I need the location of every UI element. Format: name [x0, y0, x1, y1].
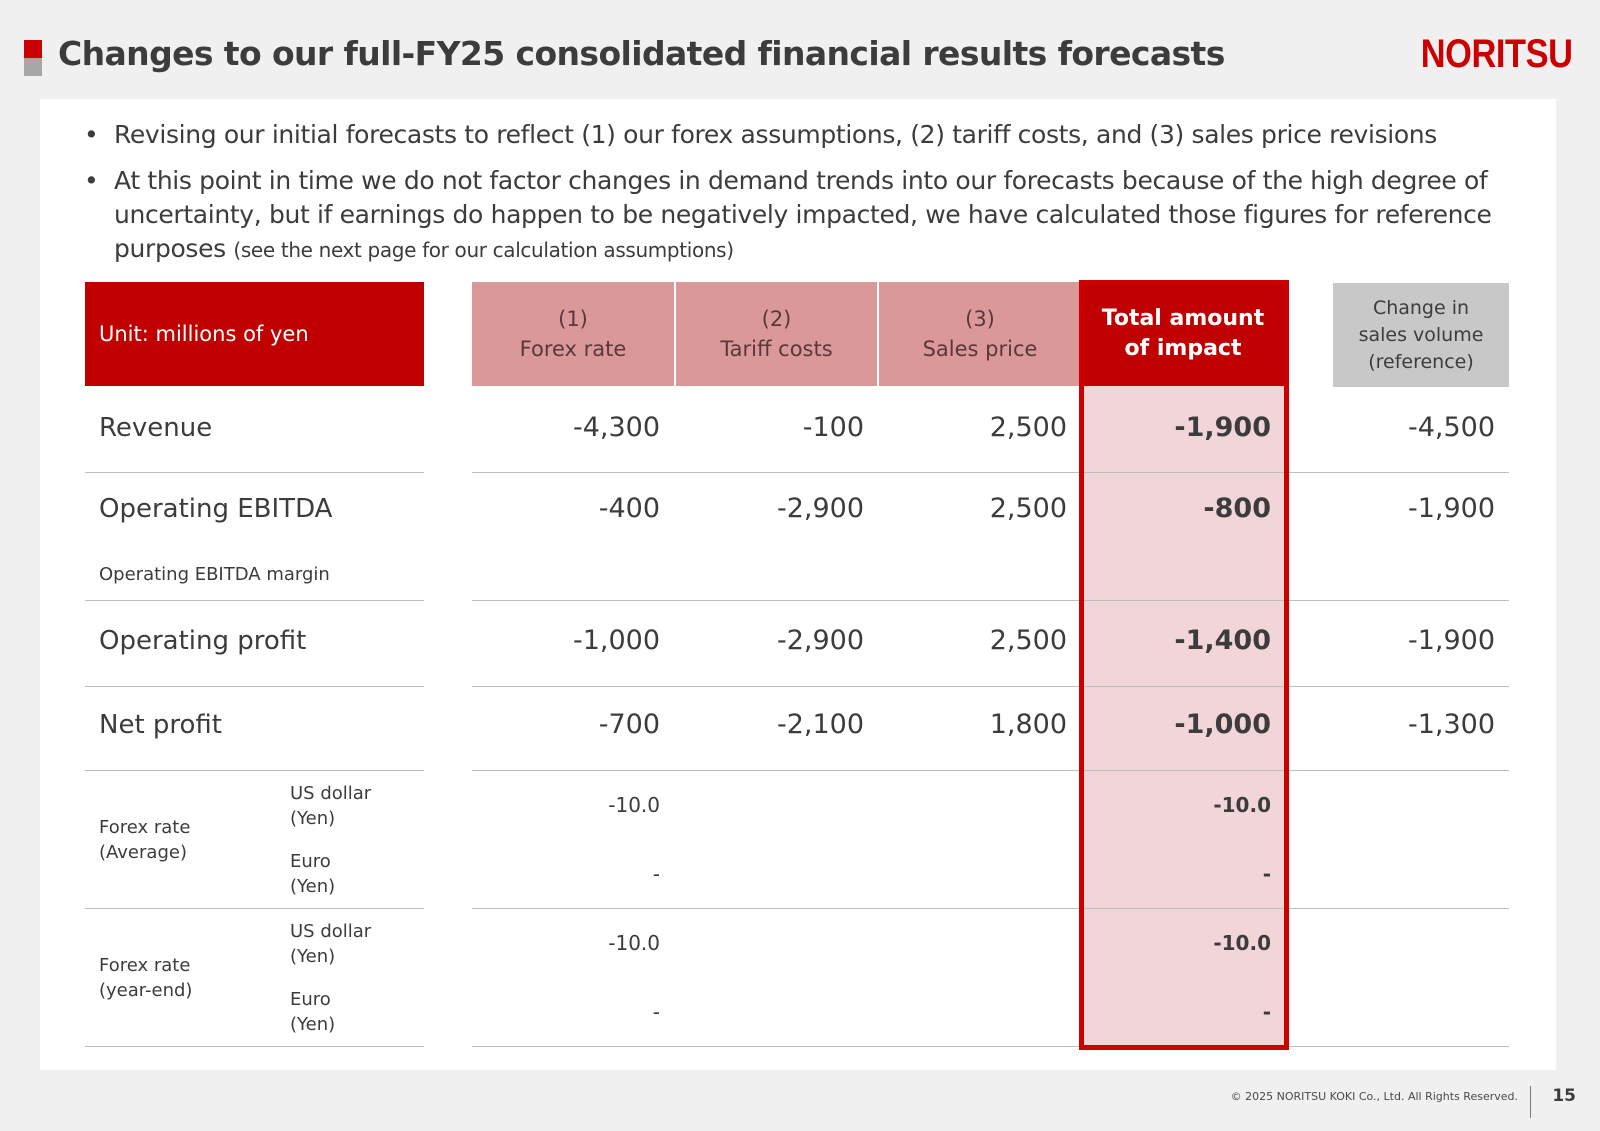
bullet-item: • Revising our initial forecasts to refl… [82, 118, 1502, 152]
currency-label-usd: US dollar (Yen) [290, 921, 372, 967]
value-total: -10.0 [1213, 931, 1271, 955]
value-forex: -400 [598, 493, 660, 524]
footer-divider [1530, 1086, 1531, 1118]
row-divider [85, 472, 424, 473]
bullet-dot-icon: • [84, 120, 99, 149]
value-price: 2,500 [989, 412, 1067, 443]
column-name: Sales price [922, 337, 1038, 361]
value-total: -1,900 [1174, 412, 1271, 443]
bullet-dot-icon: • [84, 166, 99, 195]
value-price: 2,500 [989, 625, 1067, 656]
total-header-line: of impact [1124, 336, 1242, 361]
row-label: Operating EBITDA [99, 494, 333, 524]
bullet-list: • Revising our initial forecasts to refl… [82, 118, 1502, 279]
total-column-highlight [1081, 386, 1285, 1047]
value-forex: -4,300 [572, 412, 660, 443]
value-total: -1,000 [1174, 709, 1271, 740]
bullet-text: At this point in time we do not factor c… [114, 166, 1492, 263]
row-label: Revenue [99, 413, 213, 443]
column-number: (2) [761, 307, 792, 331]
value-total: - [1262, 1000, 1271, 1024]
page-number: 15 [1552, 1086, 1576, 1106]
value-total: -800 [1203, 493, 1271, 524]
bullet-note: (see the next page for our calculation a… [233, 238, 734, 262]
ref-header-line: (reference) [1368, 350, 1474, 373]
column-name: Tariff costs [720, 337, 833, 361]
value-forex: -10.0 [608, 793, 660, 817]
value-tariff: -2,900 [776, 493, 864, 524]
row-divider [472, 908, 1509, 909]
column-header-tariff: (2) Tariff costs [676, 282, 877, 386]
ref-header-line: sales volume [1358, 323, 1484, 346]
currency-label-usd: US dollar (Yen) [290, 783, 372, 829]
value-forex: -10.0 [608, 931, 660, 955]
unit-label: Unit: millions of yen [99, 322, 309, 346]
value-reference: -1,900 [1407, 493, 1495, 524]
value-tariff: -2,100 [776, 709, 864, 740]
total-header-line: Total amount [1101, 306, 1265, 331]
copyright-text: © 2025 NORITSU KOKI Co., Ltd. All Rights… [1230, 1090, 1518, 1103]
row-divider [472, 1046, 1509, 1047]
value-price: 2,500 [989, 493, 1067, 524]
value-tariff: -100 [802, 412, 864, 443]
bullet-item: • At this point in time we do not factor… [82, 164, 1502, 267]
column-header-reference: Change in sales volume (reference) [1333, 283, 1509, 387]
row-divider [85, 908, 424, 909]
row-divider [472, 686, 1509, 687]
title-marker-icon [24, 40, 42, 76]
row-label: Net profit [99, 710, 223, 740]
column-number: (3) [965, 307, 995, 331]
group-label: Forex rate (Average) [99, 817, 191, 863]
value-reference: -4,500 [1407, 412, 1495, 443]
row-divider [472, 600, 1509, 601]
column-name: Forex rate [519, 337, 627, 361]
currency-label-eur: Euro (Yen) [290, 851, 336, 897]
row-divider [85, 1046, 424, 1047]
unit-header: Unit: millions of yen [85, 282, 424, 386]
row-divider [85, 770, 424, 771]
column-number: (1) [558, 307, 588, 331]
value-total: -1,400 [1174, 625, 1271, 656]
column-header-total: Total amount of impact [1081, 282, 1285, 386]
row-divider [472, 770, 1509, 771]
value-forex: -1,000 [572, 625, 660, 656]
value-forex: - [652, 862, 660, 886]
row-divider [85, 600, 424, 601]
ref-header-line: Change in [1372, 296, 1470, 319]
value-tariff: -2,900 [776, 625, 864, 656]
group-label: Forex rate (year-end) [99, 955, 193, 1001]
row-label: Operating profit [99, 626, 307, 656]
value-total: -10.0 [1213, 793, 1271, 817]
value-forex: - [652, 1000, 660, 1024]
column-header-price: (3) Sales price [879, 282, 1081, 386]
column-header-forex: (1) Forex rate [472, 282, 674, 386]
row-sublabel: Operating EBITDA margin [99, 564, 330, 585]
row-divider [85, 686, 424, 687]
value-reference: -1,900 [1407, 625, 1495, 656]
value-reference: -1,300 [1407, 709, 1495, 740]
currency-label-eur: Euro (Yen) [290, 989, 336, 1035]
page-title: Changes to our full-FY25 consolidated fi… [58, 34, 1225, 73]
value-price: 1,800 [989, 709, 1067, 740]
value-total: - [1262, 862, 1271, 886]
bullet-text: Revising our initial forecasts to reflec… [114, 120, 1437, 149]
noritsu-logo: NORITSU [1420, 32, 1572, 76]
value-forex: -700 [598, 709, 660, 740]
row-divider [472, 472, 1509, 473]
